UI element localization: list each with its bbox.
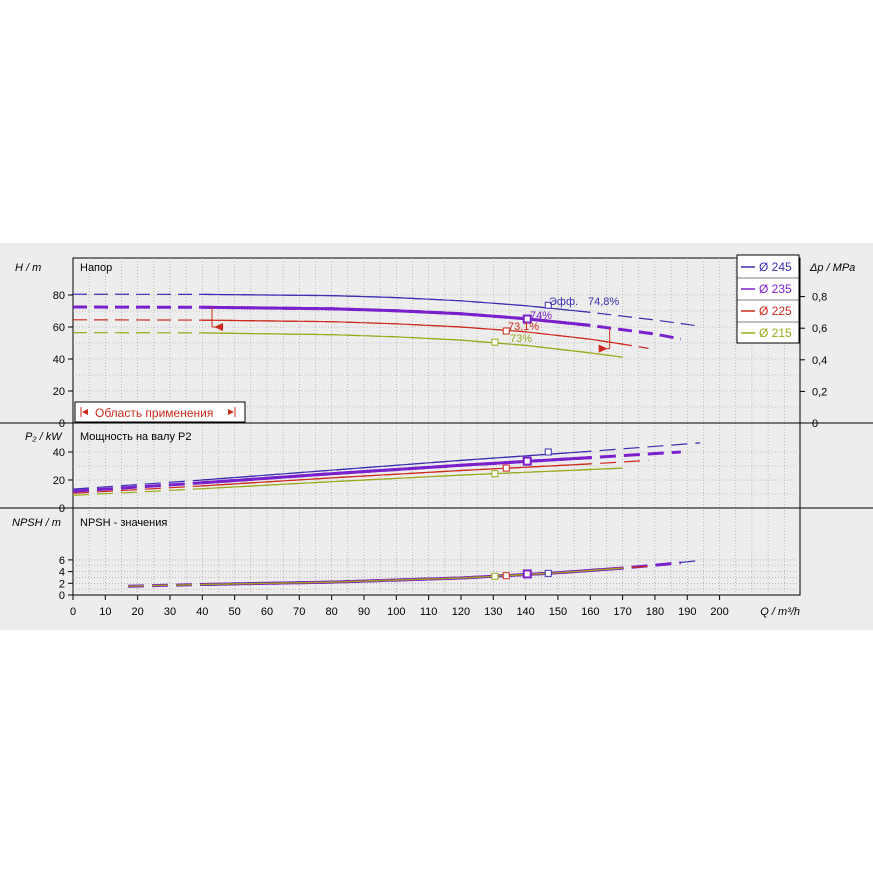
x-tick-label: 140 xyxy=(516,606,534,618)
x-tick-label: 30 xyxy=(164,606,176,618)
range-legend-arrow-right xyxy=(228,409,234,415)
x-tick-label: 160 xyxy=(581,606,599,618)
efficiency-label: 73,1% xyxy=(508,321,539,333)
efficiency-point xyxy=(502,572,510,580)
y-tick-label: 4 xyxy=(59,567,65,579)
series-line-solid-215 xyxy=(202,332,623,358)
x-tick-label: 90 xyxy=(358,606,370,618)
legend-entry: Ø 225 xyxy=(759,304,792,318)
efficiency-label: 73% xyxy=(510,333,532,345)
y-tick-label: 40 xyxy=(53,354,65,366)
y-tick-label: 0 xyxy=(59,590,65,602)
efficiency-label: 74% xyxy=(530,310,552,322)
range-min-arrow xyxy=(214,323,224,331)
y2-axis-label: Δp / MPa xyxy=(809,262,855,274)
series-line-solid-215 xyxy=(202,467,623,490)
grid-lines xyxy=(73,258,800,595)
x-tick-label: 70 xyxy=(293,606,305,618)
legend-entry: Ø 235 xyxy=(759,282,792,296)
y-tick-label: 60 xyxy=(53,322,65,334)
chart-canvas: 0 10 20 30 40 50 60 70 80 90 100 110 120 130 140 150 160… xyxy=(0,243,873,630)
efficiency-label: Эфф. xyxy=(549,296,578,308)
efficiency-point xyxy=(522,314,532,324)
efficiency-point xyxy=(491,572,499,580)
x-tick-label: 40 xyxy=(196,606,208,618)
efficiency-point xyxy=(522,569,532,579)
efficiency-point xyxy=(502,327,510,335)
x-tick-label: 170 xyxy=(613,606,631,618)
x-tick-label: 20 xyxy=(132,606,144,618)
x-tick-label: 110 xyxy=(420,606,438,618)
panel-title-head: Напор xyxy=(80,262,112,274)
range-max-arrow xyxy=(598,344,608,353)
range-legend-arrow-left xyxy=(82,409,88,415)
efficiency-point xyxy=(502,464,510,472)
y-tick-label: 0 xyxy=(59,503,65,515)
x-tick-label: 80 xyxy=(326,606,338,618)
x-tick-label: 10 xyxy=(99,606,111,618)
y-tick-label: 80 xyxy=(53,290,65,302)
x-tick-label: 50 xyxy=(229,606,241,618)
y-tick-label: 2 xyxy=(59,578,65,590)
y2-tick-label: 0,8 xyxy=(812,292,827,304)
x-tick-label: 130 xyxy=(484,606,502,618)
y-tick-label: 20 xyxy=(53,386,65,398)
legend-entry: Ø 215 xyxy=(759,326,792,340)
y-tick-label: 20 xyxy=(53,475,65,487)
series-line-solid-225 xyxy=(202,319,623,345)
y-tick-label: 6 xyxy=(59,555,65,567)
x-tick-label: 120 xyxy=(452,606,470,618)
x-tick-label: 60 xyxy=(261,606,273,618)
pump-performance-chart: 0 10 20 30 40 50 60 70 80 90 100 110 120 130 140 150 160… xyxy=(0,243,873,630)
range-legend-box xyxy=(74,401,246,423)
y-axis-label-npsh: NPSH / m xyxy=(12,517,61,529)
efficiency-point xyxy=(544,448,552,456)
efficiency-point xyxy=(544,569,552,577)
plot-frame xyxy=(72,257,801,596)
x-tick-label: 150 xyxy=(549,606,567,618)
panel-title-power: Мощность на валу P2 xyxy=(80,431,192,443)
x-tick-label: 0 xyxy=(70,606,76,618)
y2-tick-label: 0,2 xyxy=(812,386,827,398)
efficiency-point xyxy=(522,456,532,466)
y2-tick-label: 0 xyxy=(812,418,818,430)
efficiency-label: 74,8% xyxy=(588,296,619,308)
range-legend-label: Область применения xyxy=(95,406,213,420)
legend-entry: Ø 245 xyxy=(759,260,792,274)
series-line-solid-235 xyxy=(202,305,591,327)
panel-title-npsh: NPSH - значения xyxy=(80,517,167,529)
y2-tick-label: 0,6 xyxy=(812,323,827,335)
legend-box xyxy=(736,254,800,344)
x-tick-label: 180 xyxy=(646,606,664,618)
y-axis-label-power: P₂ / kW xyxy=(25,431,63,443)
x-tick-label: 190 xyxy=(678,606,696,618)
series-line-solid-225 xyxy=(202,463,591,487)
y2-tick-label: 0,4 xyxy=(812,355,827,367)
y-tick-label: 0 xyxy=(59,418,65,430)
x-axis-label: Q / m³/h xyxy=(760,606,800,618)
efficiency-point xyxy=(491,338,499,346)
efficiency-point xyxy=(491,470,499,478)
x-tick-label: 100 xyxy=(387,606,405,618)
series-line-solid-245 xyxy=(202,293,591,313)
efficiency-point xyxy=(544,301,552,309)
x-tick-label: 200 xyxy=(710,606,728,618)
series-line-solid-245 xyxy=(202,450,591,481)
y-tick-label: 40 xyxy=(53,447,65,459)
series-line-solid-215 xyxy=(202,567,623,586)
y-axis-label-head: H / m xyxy=(15,262,41,274)
